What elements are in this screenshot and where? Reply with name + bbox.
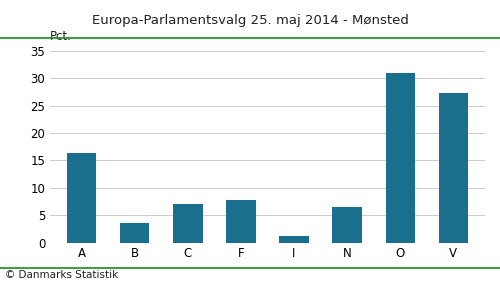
Bar [332,208,362,243]
Bar [386,73,414,243]
Bar [67,153,96,243]
Text: © Danmarks Statistik: © Danmarks Statistik [5,270,118,280]
Bar [120,223,150,243]
Bar [280,236,308,243]
Text: Pct.: Pct. [50,30,72,43]
Text: Europa-Parlamentsvalg 25. maj 2014 - Mønsted: Europa-Parlamentsvalg 25. maj 2014 - Møn… [92,14,408,27]
Bar [438,94,468,243]
Bar [226,200,256,243]
Bar [174,204,203,243]
